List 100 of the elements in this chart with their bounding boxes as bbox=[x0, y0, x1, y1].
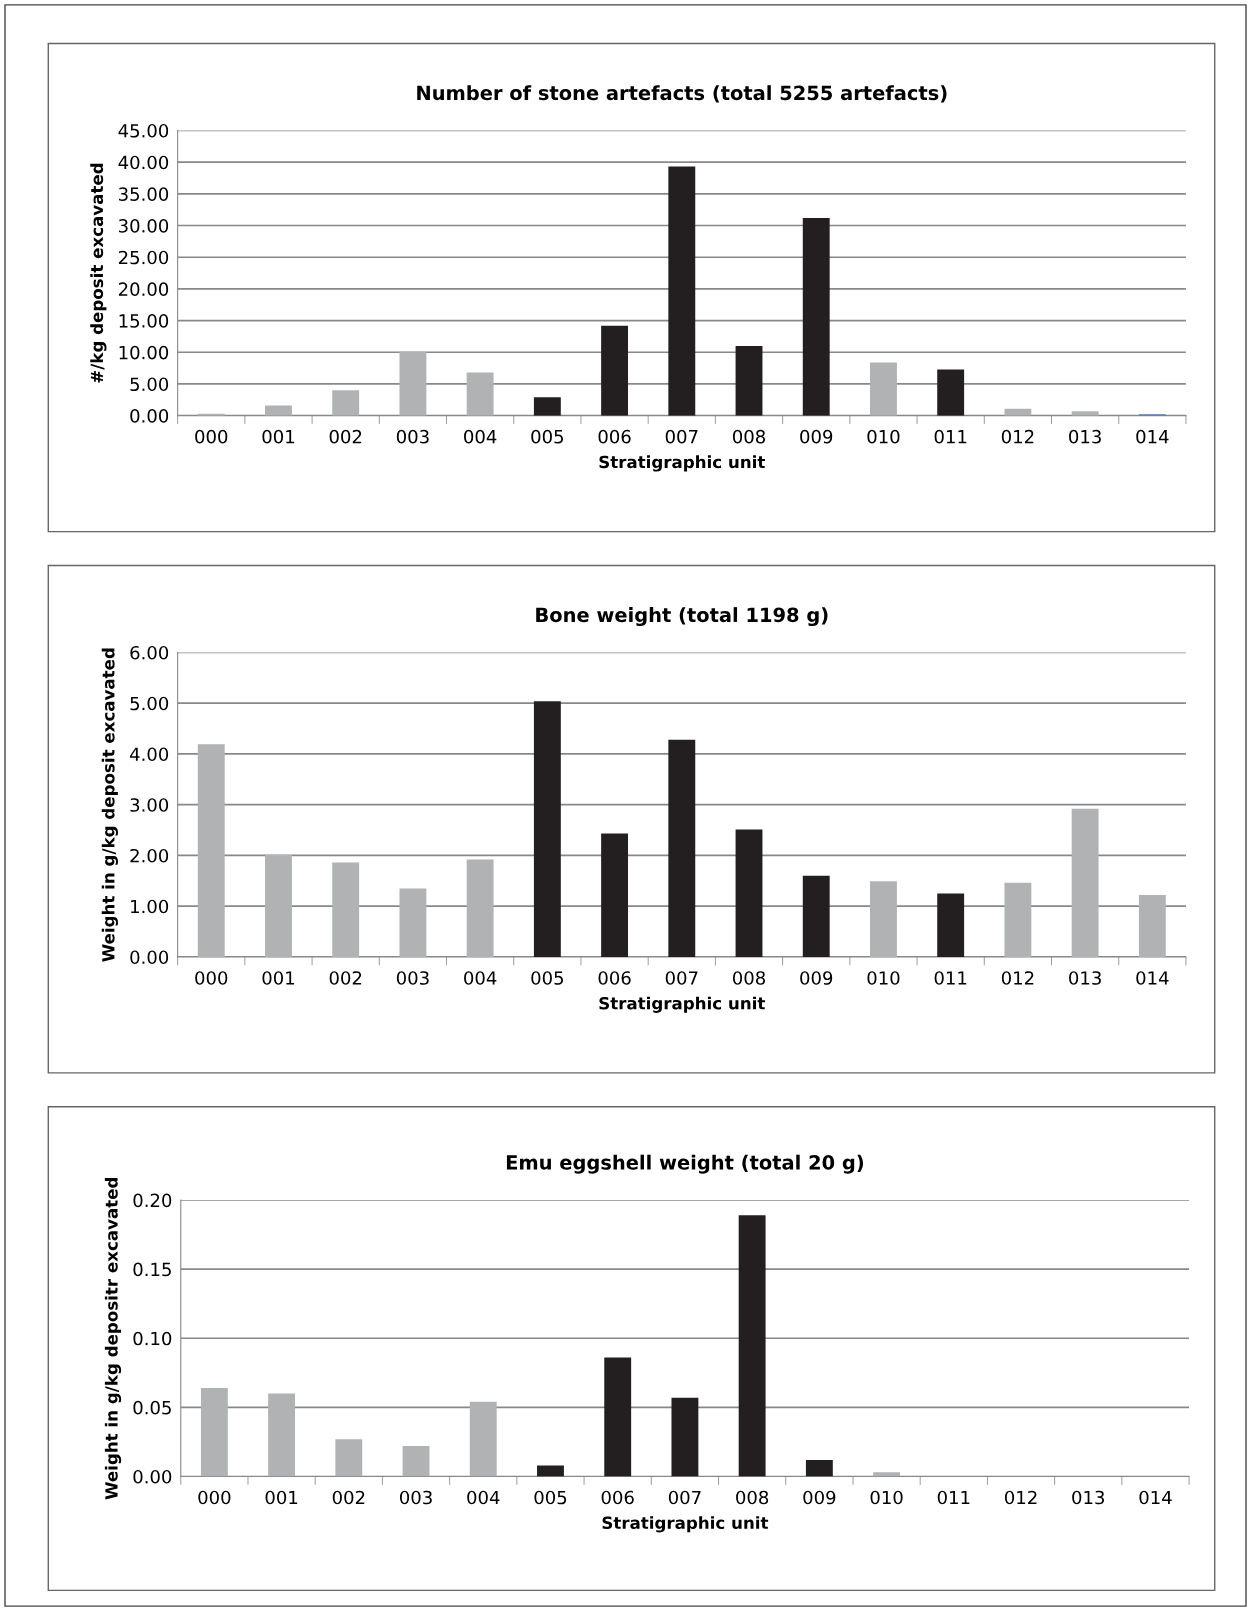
y-tick-label: 0.00 bbox=[130, 950, 169, 965]
chart-title: Bone weight (total 1198 g) bbox=[536, 607, 828, 627]
bar bbox=[399, 888, 427, 957]
x-tick-label: 002 bbox=[332, 1490, 365, 1505]
x-tick-label: 001 bbox=[262, 429, 295, 444]
x-tick-label: 003 bbox=[396, 971, 429, 985]
y-tick-label: 20.00 bbox=[118, 282, 169, 297]
y-tick-label: 40.00 bbox=[118, 155, 169, 170]
y-tick-label: 10.00 bbox=[119, 345, 169, 360]
bar bbox=[1071, 411, 1099, 416]
bar bbox=[537, 1465, 564, 1477]
x-tick-label: 008 bbox=[732, 971, 766, 985]
x-tick-label: 010 bbox=[867, 971, 900, 985]
bar bbox=[738, 1215, 766, 1477]
bar bbox=[265, 854, 292, 957]
y-tick-label: 5.00 bbox=[130, 377, 169, 392]
bar bbox=[197, 744, 225, 957]
bar bbox=[601, 833, 629, 957]
bar bbox=[466, 859, 494, 957]
bar bbox=[870, 881, 897, 957]
x-tick-label: 014 bbox=[1136, 971, 1169, 985]
bar bbox=[399, 351, 427, 416]
x-tick-label: 003 bbox=[396, 429, 429, 444]
bar bbox=[402, 1446, 430, 1477]
x-tick-label: 008 bbox=[736, 1490, 769, 1505]
y-tick-label: 0.15 bbox=[133, 1262, 171, 1277]
y-axis-title: Weight in g/kg depositr excavated bbox=[104, 1178, 122, 1500]
x-tick-label: 008 bbox=[732, 429, 766, 444]
x-tick-label: 011 bbox=[934, 971, 967, 985]
x-tick-label: 009 bbox=[800, 971, 833, 985]
x-tick-label: 011 bbox=[934, 429, 967, 444]
x-tick-label: 007 bbox=[665, 429, 698, 444]
bar bbox=[466, 372, 494, 416]
x-tick-label: 004 bbox=[464, 429, 497, 444]
bar bbox=[1004, 882, 1032, 957]
bar bbox=[1071, 808, 1099, 957]
bar bbox=[604, 1357, 632, 1477]
x-tick-label: 004 bbox=[467, 1490, 500, 1505]
x-tick-label: 004 bbox=[464, 971, 497, 985]
y-tick-label: 25.00 bbox=[118, 250, 169, 265]
x-tick-label: 005 bbox=[531, 429, 564, 444]
x-tick-label: 005 bbox=[531, 971, 564, 985]
bar bbox=[335, 1439, 363, 1477]
bar bbox=[668, 739, 696, 957]
y-tick-label: 5.00 bbox=[130, 696, 169, 711]
bar bbox=[802, 875, 830, 957]
x-tick-label: 001 bbox=[262, 971, 295, 985]
x-tick-label: 013 bbox=[1069, 971, 1101, 985]
x-tick-label: 010 bbox=[867, 429, 900, 444]
x-tick-label: 009 bbox=[800, 429, 833, 444]
bar bbox=[332, 390, 360, 416]
x-tick-label: 014 bbox=[1136, 429, 1169, 444]
chart-title: Emu eggshell weight (total 20 g) bbox=[506, 1154, 864, 1174]
bar bbox=[802, 217, 830, 416]
x-tick-label: 007 bbox=[668, 1490, 701, 1505]
x-tick-label: 000 bbox=[195, 429, 228, 444]
bar bbox=[332, 862, 360, 957]
x-tick-label: 009 bbox=[803, 1490, 836, 1505]
x-tick-label: 006 bbox=[598, 429, 631, 444]
bar bbox=[873, 1472, 901, 1477]
bar bbox=[533, 397, 561, 416]
bar bbox=[533, 701, 561, 957]
bar bbox=[268, 1393, 296, 1477]
x-tick-label: 001 bbox=[265, 1490, 298, 1505]
bar bbox=[200, 1388, 228, 1477]
bar bbox=[671, 1397, 699, 1477]
x-tick-label: 006 bbox=[601, 1490, 634, 1505]
y-tick-label: 0.10 bbox=[133, 1331, 172, 1346]
x-tick-label: 007 bbox=[665, 971, 698, 985]
y-tick-label: 0.00 bbox=[130, 409, 169, 423]
x-tick-label: 006 bbox=[598, 971, 631, 985]
y-tick-label: 2.00 bbox=[130, 848, 169, 863]
bar bbox=[1138, 895, 1166, 957]
x-tick-label: 012 bbox=[1001, 971, 1034, 985]
x-tick-label: 012 bbox=[1001, 429, 1034, 444]
y-tick-label: 0.05 bbox=[133, 1400, 171, 1415]
x-tick-label: 013 bbox=[1069, 429, 1101, 444]
bar bbox=[601, 325, 629, 416]
x-tick-label: 003 bbox=[400, 1490, 432, 1505]
bar bbox=[668, 166, 696, 416]
bar bbox=[937, 893, 965, 957]
x-tick-label: 010 bbox=[870, 1490, 903, 1505]
x-tick-label: 000 bbox=[195, 971, 228, 985]
bar bbox=[735, 829, 763, 957]
y-axis-title: Weight in g/kg deposit excavated bbox=[101, 648, 118, 962]
y-tick-label: 15.00 bbox=[119, 314, 169, 328]
bar bbox=[870, 362, 897, 416]
y-tick-label: 4.00 bbox=[129, 747, 169, 762]
y-tick-label: 30.00 bbox=[119, 219, 169, 233]
chart-title: Number of stone artefacts (total 5255 artefacts) bbox=[417, 85, 947, 103]
bar bbox=[937, 369, 965, 416]
x-tick-label: 014 bbox=[1139, 1490, 1172, 1505]
y-axis-title: #/kg deposit excavated bbox=[90, 163, 107, 383]
x-axis-title: Stratigraphic unit bbox=[599, 455, 765, 472]
x-tick-label: 013 bbox=[1072, 1490, 1105, 1505]
bar bbox=[735, 345, 763, 416]
y-tick-label: 45.00 bbox=[118, 123, 169, 138]
bar bbox=[265, 405, 292, 416]
x-tick-label: 011 bbox=[937, 1490, 970, 1505]
x-tick-label: 002 bbox=[329, 429, 362, 444]
